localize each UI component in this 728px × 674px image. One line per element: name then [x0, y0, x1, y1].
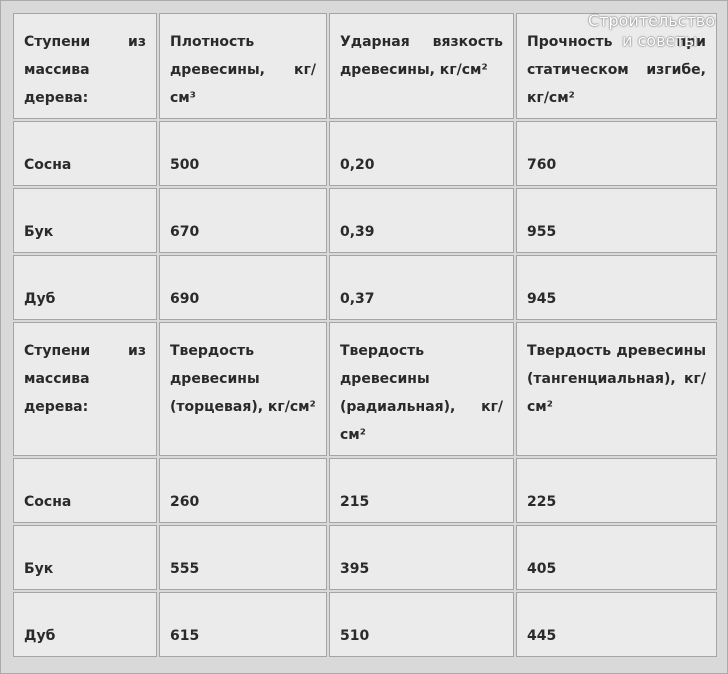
- cell: 690: [159, 255, 327, 320]
- cell: Сосна: [13, 458, 157, 523]
- cell: 260: [159, 458, 327, 523]
- cell: 445: [516, 592, 717, 657]
- cell: 0,39: [329, 188, 514, 253]
- watermark-line: и советы: [622, 31, 698, 50]
- cell: 0,37: [329, 255, 514, 320]
- cell: Бук: [13, 525, 157, 590]
- header-cell: Ступени из массива дерева:: [13, 322, 157, 456]
- row: Дуб 690 0,37 945: [13, 255, 717, 320]
- header-row: Ступени из массива дерева: Твердость древ…: [13, 322, 717, 456]
- cell: Дуб: [13, 255, 157, 320]
- cell: 510: [329, 592, 514, 657]
- data-table: Ступени из массива дерева: Плотность древ…: [11, 11, 719, 659]
- header-cell: Твердость древесины (торцевая), кг/см²: [159, 322, 327, 456]
- cell: 215: [329, 458, 514, 523]
- cell: 615: [159, 592, 327, 657]
- cell: Сосна: [13, 121, 157, 186]
- cell: 405: [516, 525, 717, 590]
- header-cell: Твердость древесины (тангенциальная), кг…: [516, 322, 717, 456]
- row: Дуб 615 510 445: [13, 592, 717, 657]
- cell: 670: [159, 188, 327, 253]
- row: Бук 670 0,39 955: [13, 188, 717, 253]
- header-cell: Плотность древесины, кг/см³: [159, 13, 327, 119]
- header-cell: Твердость древесины (радиальная), кг/см²: [329, 322, 514, 456]
- watermark-line: Строительство: [588, 11, 715, 30]
- row: Сосна 500 0,20 760: [13, 121, 717, 186]
- cell: 955: [516, 188, 717, 253]
- cell: Дуб: [13, 592, 157, 657]
- cell: 395: [329, 525, 514, 590]
- header-cell: Ударная вязкость древесины, кг/см²: [329, 13, 514, 119]
- row: Сосна 260 215 225: [13, 458, 717, 523]
- cell: 225: [516, 458, 717, 523]
- cell: 555: [159, 525, 327, 590]
- cell: Бук: [13, 188, 157, 253]
- cell: 0,20: [329, 121, 514, 186]
- header-row: Ступени из массива дерева: Плотность древ…: [13, 13, 717, 119]
- header-cell: Прочность при статическом изгибе, кг/см²: [516, 13, 717, 119]
- row: Бук 555 395 405: [13, 525, 717, 590]
- cell: 945: [516, 255, 717, 320]
- cell: 500: [159, 121, 327, 186]
- cell: 760: [516, 121, 717, 186]
- header-cell: Ступени из массива дерева:: [13, 13, 157, 119]
- watermark: Строительство и советы: [588, 11, 715, 51]
